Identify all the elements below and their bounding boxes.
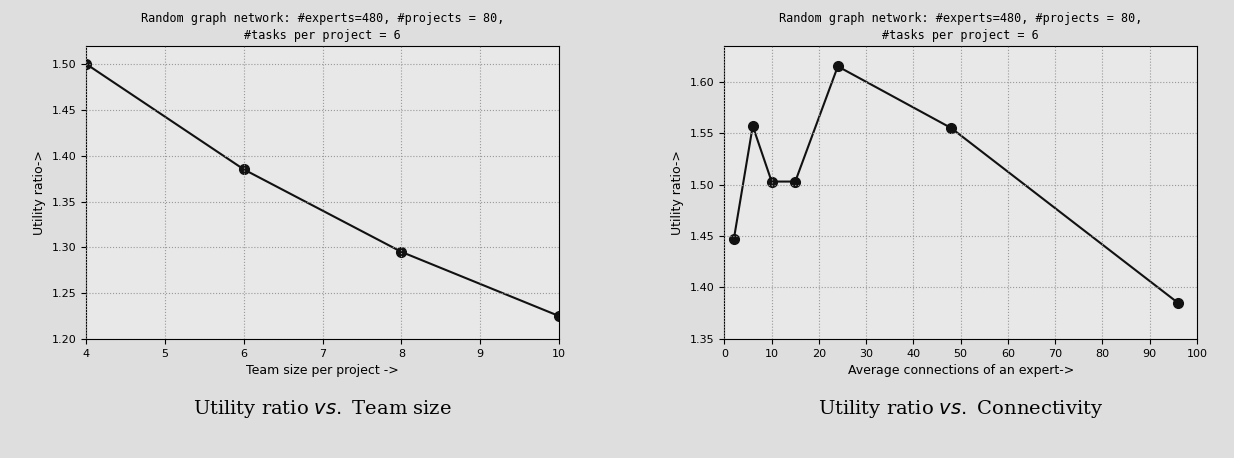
Text: Utility ratio $\mathit{vs.}$ Connectivity: Utility ratio $\mathit{vs.}$ Connectivit… [818,398,1103,420]
Text: Utility ratio $\mathit{vs.}$ Team size: Utility ratio $\mathit{vs.}$ Team size [194,398,452,420]
Y-axis label: Utility ratio->: Utility ratio-> [671,150,685,235]
X-axis label: Average connections of an expert->: Average connections of an expert-> [848,364,1074,377]
Title: Random graph network: #experts=480, #projects = 80,
#tasks per project = 6: Random graph network: #experts=480, #pro… [779,12,1143,42]
Y-axis label: Utility ratio->: Utility ratio-> [33,150,47,235]
Title: Random graph network: #experts=480, #projects = 80,
#tasks per project = 6: Random graph network: #experts=480, #pro… [141,12,505,42]
X-axis label: Team size per project ->: Team size per project -> [247,364,399,377]
